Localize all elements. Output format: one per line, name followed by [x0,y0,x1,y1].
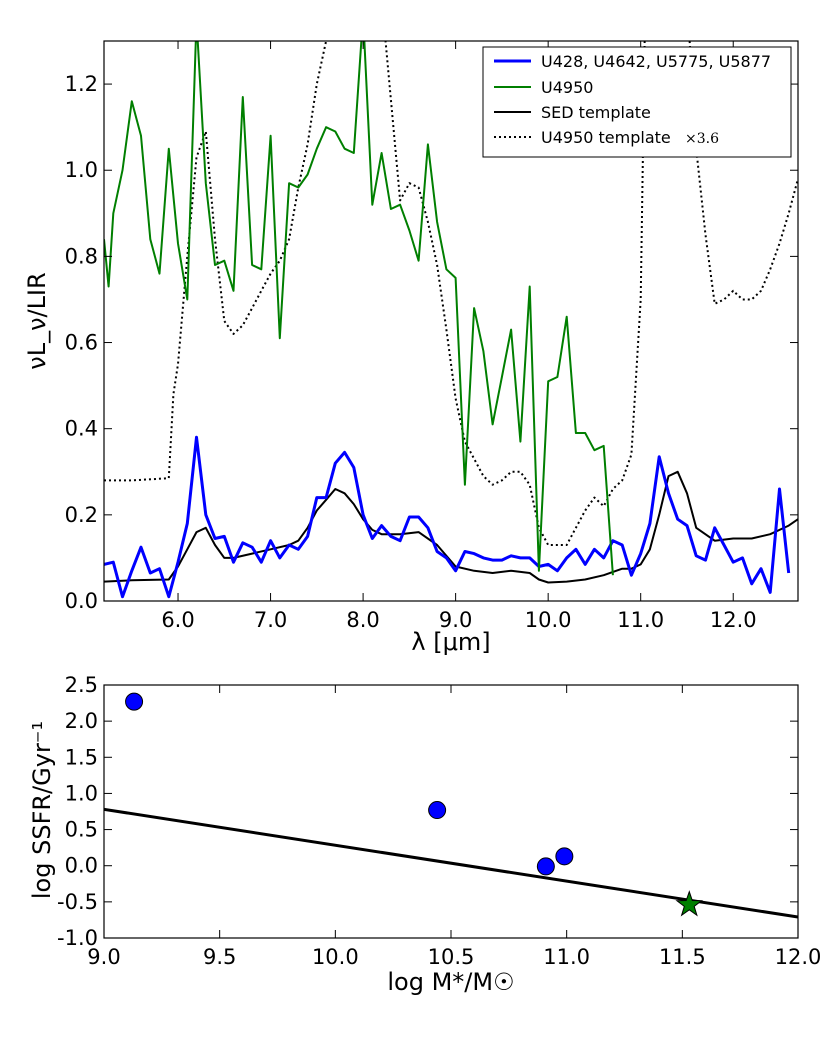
ssfr-y-tick-label: 1.0 [65,781,98,805]
spectrum-frame [103,40,799,602]
ssfr-point-galaxy [555,847,574,866]
spectrum-ticks: 6.0 7.0 8.0 9.0 10.0 11.0 12.0 0.0 0.2 0.4 0.6 0.8 1… [65,41,798,632]
spectrum-series-group [104,41,798,599]
spectrum-y-tick-label: 1.0 [65,158,98,182]
ssfr-x-axis-label: log M*/M☉ [387,968,514,996]
spectrum-x-tick-label: 11.0 [617,608,664,632]
spectrum-x-axis-label: λ [μm] [411,628,490,656]
ssfr-y-tick-label: -1.0 [57,926,98,950]
ssfr-x-tick-label: 11.5 [659,945,706,969]
spectrum-x-tick-label: 12.0 [710,608,757,632]
spectrum-y-tick-label: 0.8 [65,244,98,268]
ssfr-y-tick-label: -0.5 [57,890,98,914]
spectrum-x-tick-label: 7.0 [254,608,287,632]
legend: U428, U4642, U5775, U5877 U4950 SED temp… [482,46,792,158]
ssfr-series-group [104,692,798,919]
ssfr-x-tick-label: 12.0 [775,945,822,969]
spectrum-y-tick-label: 0.4 [65,417,98,441]
spectrum-y-tick-label: 0.0 [65,589,98,613]
ssfr-plot-area [104,685,798,938]
ssfr-x-tick-label: 9.5 [203,945,236,969]
spectrum-panel: 6.0 7.0 8.0 9.0 10.0 11.0 12.0 0.0 0.2 0.4 0.6 0.8 1… [23,40,799,656]
series-line-u4950-template-3-6 [104,41,798,546]
spectrum-y-tick-label: 0.2 [65,503,98,527]
legend-label-u4950: U4950 [541,78,593,97]
ssfr-x-tick-label: 10.5 [428,945,475,969]
ssfr-y-tick-label: 1.5 [65,745,98,769]
series-line-sed-template [104,470,798,584]
ssfr-point-galaxy [125,692,144,711]
legend-label-u4950-template: U4950 template [541,128,671,147]
spectrum-y-tick-label: 1.2 [65,72,98,96]
legend-label-sed-template: SED template [541,103,651,122]
ssfr-point-galaxy [536,857,555,876]
ssfr-panel: 9.0 9.5 10.0 10.5 11.0 11.5 12.0 -1.0 -0.5 0.0 0.5… [28,673,821,996]
ssfr-y-axis-label: log SSFR/Gyr⁻¹ [28,721,56,899]
ssfr-ticks: 9.0 9.5 10.0 10.5 11.0 11.5 12.0 -1.0 -0.5 0.0 0.5… [57,673,821,969]
spectrum-y-axis-label: νL_ν/LIR [23,272,51,369]
ssfr-y-tick-label: 2.0 [65,709,98,733]
spectrum-x-tick-label: 8.0 [346,608,379,632]
series-line-u428-u4642-u5775-u5877 [104,435,791,599]
spectrum-x-tick-label: 6.0 [161,608,194,632]
ssfr-point-u4950-star [675,890,704,917]
series-line-u4950 [104,41,614,576]
legend-label-u4950-template-factor: ×3.6 [685,131,719,147]
legend-label-u428: U428, U4642, U5775, U5877 [541,52,771,71]
spectrum-x-tick-label: 9.0 [439,608,472,632]
ssfr-y-tick-label: 0.5 [65,818,98,842]
spectrum-y-tick-label: 0.6 [65,331,98,355]
ssfr-relation-line [104,807,798,919]
ssfr-y-tick-label: 0.0 [65,854,98,878]
spectrum-x-tick-label: 10.0 [525,608,572,632]
ssfr-point-galaxy [428,801,447,820]
ssfr-y-tick-label: 2.5 [65,673,98,697]
ssfr-x-tick-label: 9.0 [87,945,120,969]
ssfr-x-tick-label: 10.0 [312,945,359,969]
ssfr-x-tick-label: 11.0 [543,945,590,969]
legend-box [482,46,792,158]
